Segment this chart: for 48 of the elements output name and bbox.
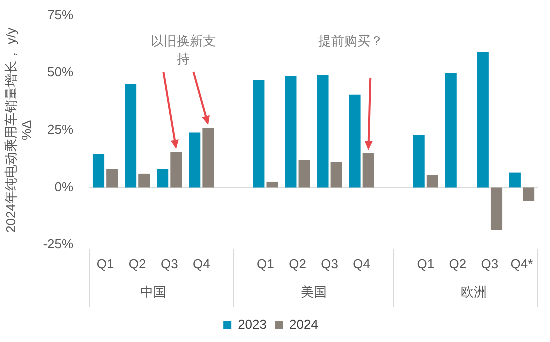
y-tick-label: 75% (48, 7, 74, 22)
x-tick-label: Q4* (510, 256, 534, 272)
bar (298, 160, 310, 188)
bar (125, 84, 137, 188)
x-tick-label: Q1 (96, 256, 114, 272)
bar (170, 152, 182, 188)
x-tick-label: Q2 (289, 256, 306, 272)
annotation: 提前购买？ (318, 34, 384, 49)
x-tick-label: Q4 (192, 256, 210, 272)
bar (92, 154, 105, 188)
x-tick-label: Q1 (257, 256, 274, 272)
bar (477, 52, 489, 188)
bar (509, 172, 521, 188)
bar (362, 153, 374, 188)
text: 美国 (300, 284, 327, 300)
x-tick-label: Q2 (449, 256, 467, 272)
bar (266, 182, 278, 188)
bar (157, 169, 169, 188)
bar (253, 80, 265, 188)
bar (426, 175, 438, 188)
bar (330, 162, 342, 188)
bar (285, 76, 297, 188)
bar (317, 75, 329, 188)
y-axis-title: 2024年纯电动乘用车销量增长， y/y %Δ (3, 27, 34, 233)
bar (189, 132, 201, 188)
x-tick-label: Q2 (128, 256, 146, 272)
y-tick-label: 0% (54, 179, 74, 194)
annotation: 以旧换新支持 (151, 34, 216, 67)
bar (523, 188, 535, 202)
legend-label: 2023 (238, 317, 267, 332)
x-tick-label: Q3 (321, 256, 338, 272)
y-tick-label: 50% (48, 64, 74, 80)
x-tick-label: Q4 (353, 256, 370, 272)
bar (413, 134, 425, 188)
y-tick-label: 25% (48, 122, 74, 137)
bar (106, 169, 118, 188)
y-tick-label: -25% (43, 236, 74, 252)
x-tick-label: Q3 (481, 256, 499, 272)
text: 中国 (140, 284, 167, 300)
bar (445, 73, 457, 188)
text: 欧洲 (460, 284, 487, 300)
bar (202, 128, 214, 188)
legend-label: 2024 (290, 317, 318, 332)
x-tick-label: Q3 (160, 256, 178, 272)
x-tick-label: Q1 (417, 256, 435, 272)
bar (138, 174, 150, 188)
bar (490, 188, 503, 230)
bar (349, 94, 361, 188)
